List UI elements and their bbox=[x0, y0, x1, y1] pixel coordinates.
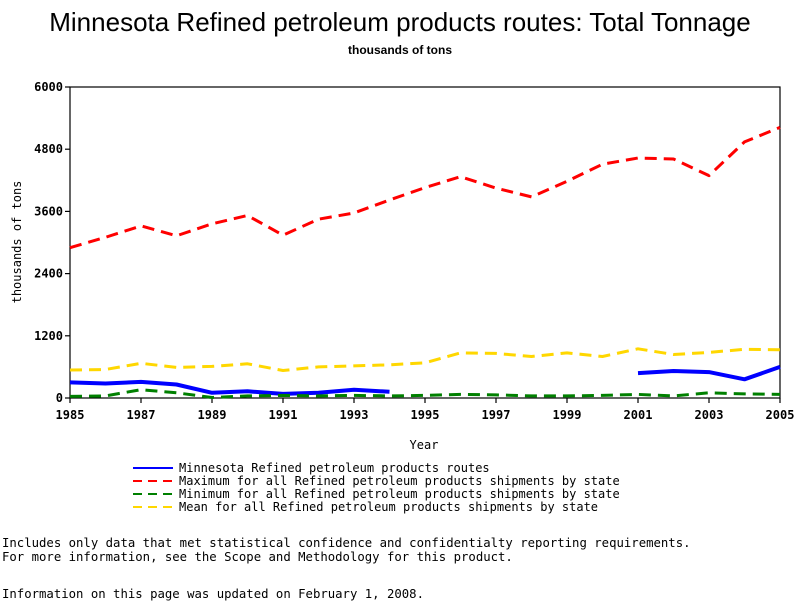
legend-label-1: Maximum for all Refined petroleum produc… bbox=[179, 474, 620, 488]
x-tick-label-1: 1987 bbox=[127, 408, 156, 422]
x-tick-label-10: 2005 bbox=[766, 408, 795, 422]
y-tick-label-0: 0 bbox=[56, 391, 63, 405]
legend-label-2: Minimum for all Refined petroleum produc… bbox=[179, 487, 620, 501]
legend-label-0: Minnesota Refined petroleum products rou… bbox=[179, 461, 490, 475]
y-axis-label: thousands of tons bbox=[10, 181, 24, 304]
y-tick-label-4: 4800 bbox=[34, 142, 63, 156]
plot-frame bbox=[69, 86, 781, 399]
x-axis-label: Year bbox=[410, 438, 439, 452]
series-line-0-segment-0 bbox=[69, 379, 390, 396]
footnote-confidence: Includes only data that met statistical … bbox=[2, 536, 691, 550]
y-tick-label-3: 3600 bbox=[34, 204, 63, 218]
chart-subtitle: thousands of tons bbox=[348, 43, 452, 57]
series-line-1-segment-0 bbox=[69, 126, 781, 250]
series-line-3-segment-0 bbox=[69, 347, 781, 372]
x-tick-label-5: 1995 bbox=[411, 408, 440, 422]
x-tick-label-0: 1985 bbox=[56, 408, 85, 422]
y-tick-label-5: 6000 bbox=[34, 80, 63, 94]
x-tick-label-9: 2003 bbox=[695, 408, 724, 422]
legend-label-3: Mean for all Refined petroleum products … bbox=[179, 500, 598, 514]
y-tick-label-2: 2400 bbox=[34, 267, 63, 281]
x-tick-label-7: 1999 bbox=[553, 408, 582, 422]
x-tick-label-6: 1997 bbox=[482, 408, 511, 422]
series-line-2-segment-0 bbox=[69, 388, 781, 399]
footnote-updated: Information on this page was updated on … bbox=[2, 587, 424, 601]
x-tick-label-4: 1993 bbox=[340, 408, 369, 422]
y-tick-label-1: 1200 bbox=[34, 329, 63, 343]
x-tick-label-8: 2001 bbox=[624, 408, 653, 422]
series-line-0-segment-1 bbox=[637, 365, 781, 382]
legend: Minnesota Refined petroleum products rou… bbox=[133, 461, 620, 514]
x-tick-label-3: 1991 bbox=[269, 408, 298, 422]
plot-area: 0 1200 2400 3600 4800 6000 1985 1987 1989 1991 199… bbox=[34, 80, 794, 422]
footnote-methodology: For more information, see the Scope and … bbox=[2, 550, 513, 564]
chart-title: Minnesota Refined petroleum products rou… bbox=[49, 7, 750, 37]
x-tick-label-2: 1989 bbox=[198, 408, 227, 422]
